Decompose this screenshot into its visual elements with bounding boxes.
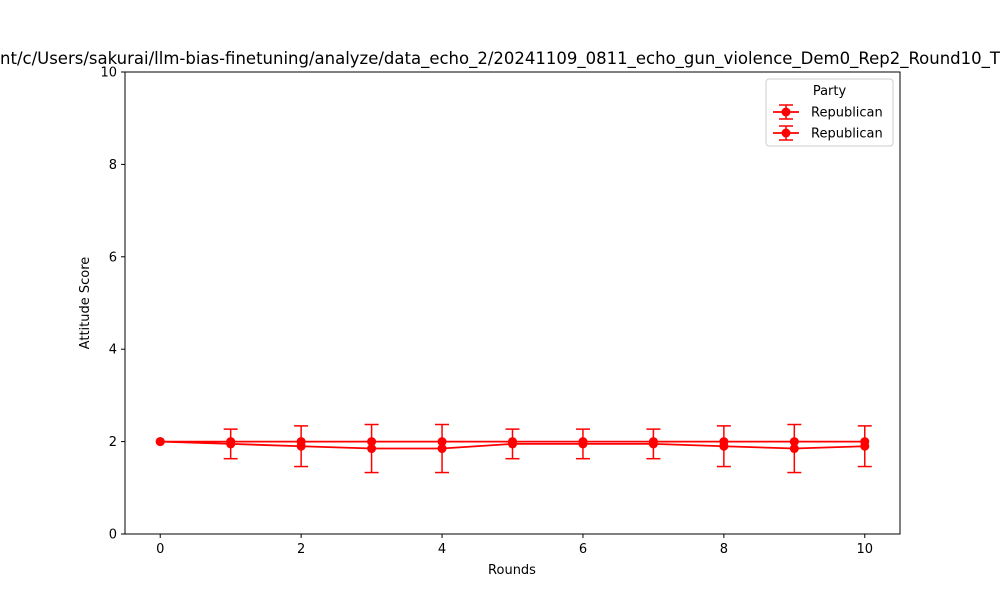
- data-point: [789, 444, 799, 454]
- legend-label: Republican: [811, 106, 883, 121]
- legend-label: Republican: [811, 127, 883, 142]
- series-layer: [155, 423, 872, 474]
- legend-entry: Republican: [773, 104, 883, 121]
- plot-frame: [124, 71, 901, 535]
- data-point: [860, 437, 870, 447]
- series-2: [155, 437, 870, 447]
- data-point: [437, 444, 447, 454]
- legend-title: Party: [813, 84, 847, 99]
- axes: 0 2 4 6 8 10 0 2 4 6 8 10: [100, 66, 901, 557]
- data-point: [367, 444, 377, 454]
- series-1: [155, 423, 872, 474]
- legend: Party Republican Republican: [765, 78, 894, 147]
- y-tick-label: 4: [109, 343, 117, 358]
- x-tick-label: 0: [156, 542, 164, 557]
- data-point: [508, 437, 517, 447]
- x-tick-label: 4: [438, 542, 446, 557]
- chart-title: nt/c/Users/sakurai/llm-bias-finetuning/a…: [0, 49, 1000, 69]
- data-point: [648, 437, 658, 447]
- y-tick-label: 6: [109, 250, 117, 265]
- x-axis-title: Rounds: [488, 563, 536, 578]
- legend-marker: [781, 107, 791, 117]
- data-point: [226, 437, 236, 447]
- legend-entry: Republican: [773, 125, 883, 142]
- data-point: [437, 437, 447, 447]
- legend-box: [765, 78, 894, 147]
- y-axis-title: Attitude Score: [78, 257, 93, 350]
- x-tick-label: 10: [856, 542, 873, 557]
- y-tick-label: 8: [109, 158, 117, 173]
- data-point: [719, 437, 729, 447]
- y-tick-label: 2: [109, 435, 117, 450]
- legend-marker: [781, 128, 791, 138]
- data-point: [578, 437, 588, 447]
- x-tick-label: 2: [297, 542, 305, 557]
- data-point: [789, 437, 799, 447]
- data-point: [296, 437, 306, 447]
- data-point: [155, 437, 165, 447]
- y-tick-label: 10: [100, 66, 117, 81]
- y-tick-label: 0: [109, 528, 117, 543]
- x-tick-label: 8: [720, 542, 728, 557]
- data-point: [367, 437, 377, 447]
- x-tick-label: 6: [579, 542, 587, 557]
